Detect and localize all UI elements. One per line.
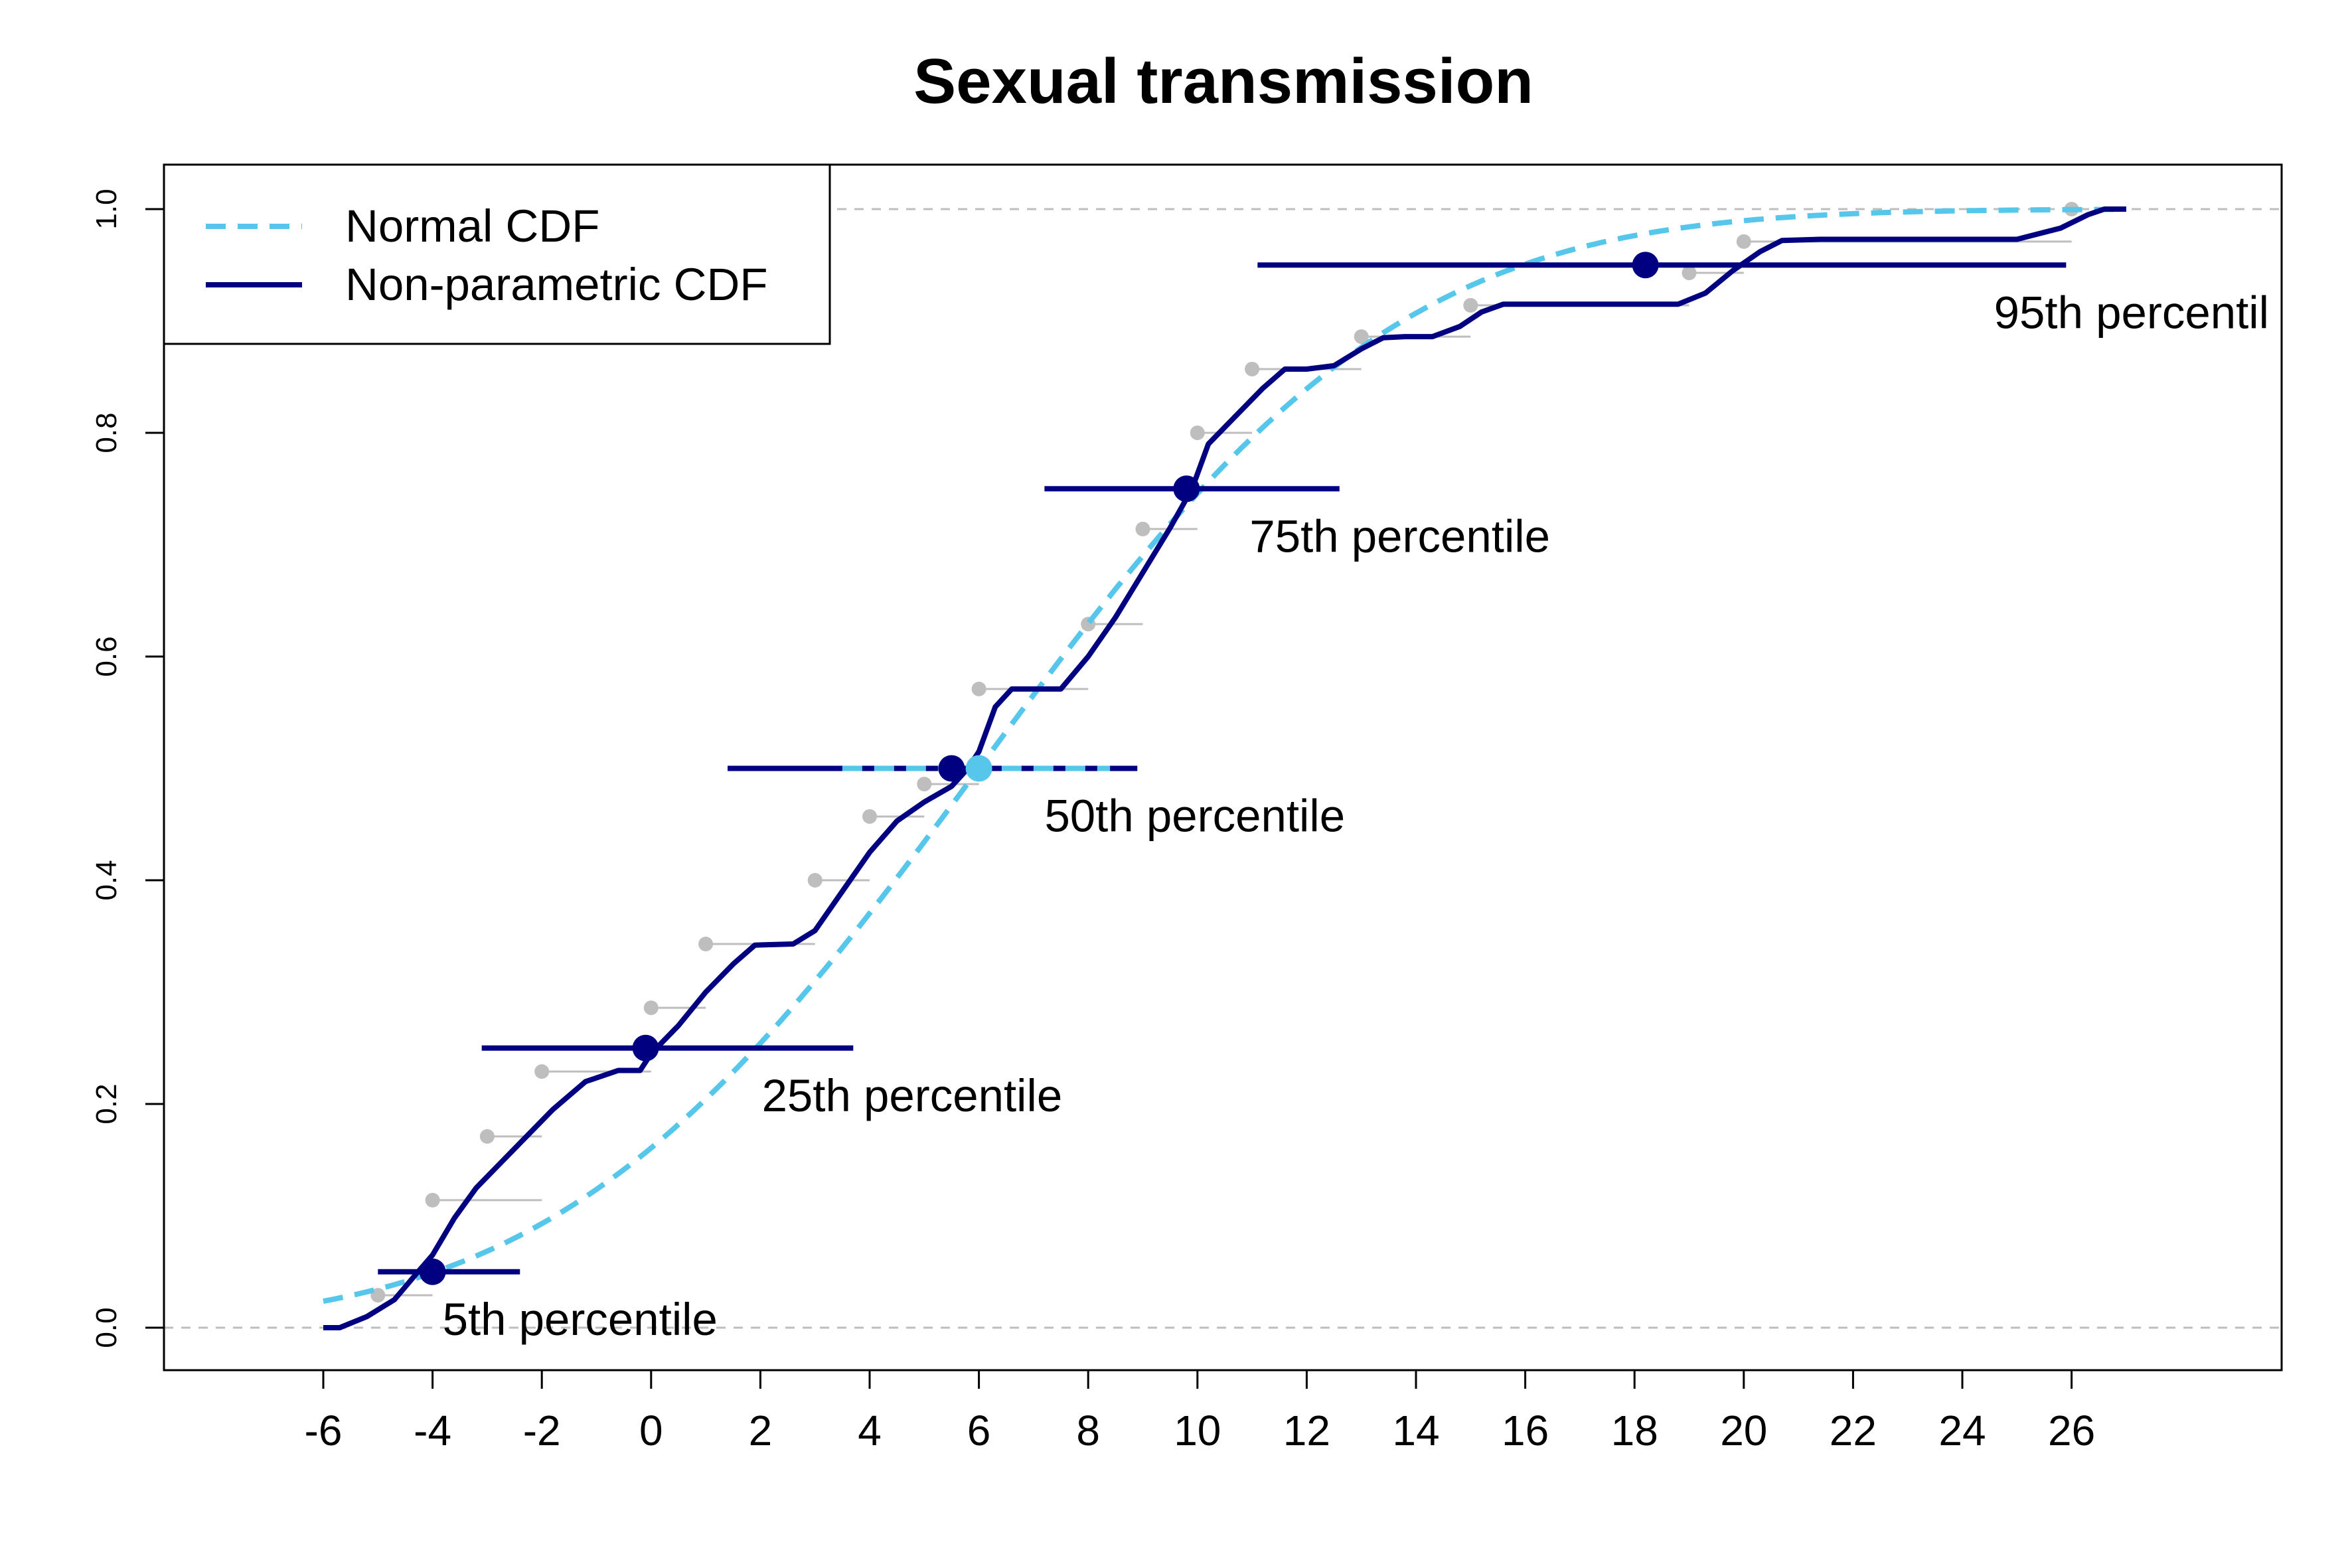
- empirical-point: [643, 1000, 659, 1016]
- empirical-point: [370, 1288, 386, 1303]
- legend: Normal CDF Non-parametric CDF: [163, 163, 831, 345]
- empirical-cdf: [370, 202, 2079, 1303]
- x-tick-label: 10: [1174, 1407, 1221, 1454]
- x-tick-label: 22: [1830, 1407, 1877, 1454]
- y-tick-label: 1.0: [90, 189, 123, 229]
- y-tick-label: 0.2: [90, 1083, 123, 1124]
- empirical-point: [534, 1064, 550, 1079]
- chart-title: Sexual transmission: [913, 46, 1533, 117]
- percentile-estimate-point: [1632, 252, 1659, 279]
- percentile-markers: 5th percentile 25th percentile 50th percen…: [378, 252, 2269, 1345]
- x-tick-label: 18: [1611, 1407, 1658, 1454]
- percentile-label: 50th percentile: [1044, 791, 1345, 842]
- percentile-normal-estimate-point: [965, 755, 992, 782]
- percentile-estimate-point: [938, 755, 965, 782]
- empirical-point: [1463, 297, 1478, 313]
- legend-normal-label: Normal CDF: [345, 200, 599, 252]
- legend-nonparametric-label: Non-parametric CDF: [345, 259, 767, 310]
- nonparametric-cdf-series: [323, 206, 2126, 1330]
- legend-box: [163, 163, 831, 345]
- percentile-estimate-point: [1173, 475, 1200, 503]
- x-tick-label: 12: [1283, 1407, 1330, 1454]
- x-tick-label: -4: [414, 1407, 451, 1454]
- x-tick-label: 8: [1076, 1407, 1100, 1454]
- percentile-label: 5th percentile: [443, 1294, 718, 1345]
- x-tick-label: 26: [2048, 1407, 2095, 1454]
- x-tick-label: 20: [1720, 1407, 1767, 1454]
- x-tick-label: 4: [858, 1407, 882, 1454]
- empirical-point: [917, 777, 932, 792]
- reference-lines: [164, 208, 2282, 1329]
- empirical-point: [698, 937, 714, 952]
- x-tick-label: 2: [749, 1407, 773, 1454]
- empirical-point: [1245, 361, 1260, 376]
- empirical-point: [1682, 266, 1697, 281]
- empirical-point: [479, 1129, 495, 1144]
- empirical-point: [862, 809, 877, 824]
- x-tick-label: 16: [1502, 1407, 1549, 1454]
- x-tick-label: -6: [305, 1407, 343, 1454]
- empirical-point: [1354, 329, 1369, 345]
- y-tick-label: 0.8: [90, 412, 123, 453]
- plot-frame: [163, 163, 2283, 1372]
- x-tick-label: 24: [1938, 1407, 1986, 1454]
- y-tick-label: 0.0: [90, 1307, 123, 1348]
- x-tick-label: 14: [1392, 1407, 1439, 1454]
- percentile-label: 75th percentile: [1249, 510, 1550, 562]
- empirical-point: [1736, 234, 1751, 249]
- normal-cdf-line: [323, 206, 2126, 1304]
- nonparametric-cdf-line: [323, 206, 2126, 1330]
- y-tick-label: 0.4: [90, 860, 123, 900]
- x-tick-label: -2: [523, 1407, 561, 1454]
- empirical-point: [807, 873, 823, 888]
- percentile-label: 95th percentil: [1994, 287, 2269, 338]
- x-axis: -6 -4 -2 0 2 4 6 8 10 12 14 16 18 20 22 24 26: [305, 1369, 2095, 1454]
- empirical-point: [971, 681, 986, 696]
- percentile-estimate-point: [632, 1034, 659, 1061]
- empirical-point: [1190, 426, 1205, 440]
- percentile-estimate-point: [419, 1258, 446, 1285]
- y-tick-label: 0.6: [90, 636, 123, 676]
- empirical-point: [425, 1192, 440, 1208]
- percentile-label: 25th percentile: [762, 1070, 1063, 1121]
- x-tick-label: 6: [967, 1407, 991, 1454]
- x-tick-label: 0: [639, 1407, 663, 1454]
- normal-cdf-series: [323, 206, 2126, 1304]
- y-axis: 0.0 0.2 0.4 0.6 0.8 1.0: [90, 189, 165, 1348]
- empirical-point: [1135, 521, 1150, 536]
